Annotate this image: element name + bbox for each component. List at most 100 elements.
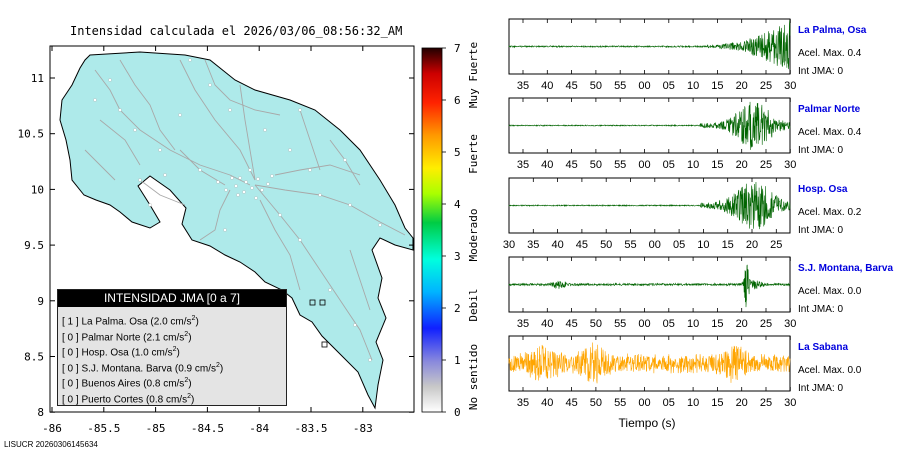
road-line (259, 199, 301, 291)
waveform-tick-label: 05 (663, 397, 675, 409)
waveform-tick-label: 30 (503, 239, 515, 251)
map-y-tick-label: 8.5 (24, 351, 44, 364)
town-marker (270, 174, 274, 178)
waveform-tick-label: 55 (614, 159, 626, 171)
costa-rica-landmass (59, 51, 414, 410)
waveform-tick-label: 25 (760, 397, 772, 409)
colorbar-tick-label: 0 (454, 406, 461, 419)
waveform-trace (508, 101, 791, 150)
road-line (199, 189, 231, 241)
waveform-tick-label: 55 (614, 318, 626, 330)
waveform-tick-label: 10 (687, 318, 699, 330)
colorbar-tick-label: 3 (454, 250, 461, 263)
waveform-tick-label: 05 (663, 159, 675, 171)
town-marker (254, 196, 258, 200)
jma-intensity: Int JMA: 0 (798, 383, 843, 394)
waveform-tick-label: 35 (517, 318, 529, 330)
jma-intensity: Int JMA: 0 (798, 304, 843, 315)
waveform-tick-label: 50 (590, 318, 602, 330)
waveform-tick-label: 15 (711, 80, 723, 92)
map-x-tick-label: -85.5 (87, 422, 120, 435)
station-name: Hosp. Osa (798, 184, 848, 195)
road-line (254, 184, 406, 236)
legend-entry: [ 1 ] La Palma. Osa (2.0 cm/s2) (62, 315, 199, 328)
station-name: La Palma, Osa (798, 25, 867, 36)
town-marker (353, 323, 357, 327)
map-x-tick-label: -83 (353, 422, 373, 435)
waveform-tick-label: 00 (649, 239, 661, 251)
town-marker (138, 178, 142, 182)
road-network (84, 59, 406, 361)
waveform-trace (508, 20, 791, 70)
colorbar-tick-label: 6 (454, 94, 461, 107)
road-line (239, 84, 256, 181)
map-y-tick-label: 11 (31, 72, 44, 85)
town-marker (216, 180, 220, 184)
town-marker (148, 203, 152, 207)
town-marker (224, 188, 228, 192)
waveform-panel: 35 40 45 50 55 00 05 10 15 20 25 30 La Palma, Osa Ace… (508, 18, 867, 92)
waveform-tick-label: 00 (638, 80, 650, 92)
town-marker (368, 358, 372, 362)
waveform-tick-label: 00 (638, 397, 650, 409)
footer-id: LISUCR 20260306145634 (4, 440, 98, 449)
town-marker (118, 108, 122, 112)
town-marker (234, 184, 238, 188)
map-y-tick-label: 8 (37, 406, 44, 419)
town-marker (178, 113, 182, 117)
waveform-xlabel: Tiempo (s) (619, 416, 676, 430)
town-marker (298, 108, 302, 112)
station-marker (319, 299, 326, 306)
town-marker (328, 288, 332, 292)
legend-list: [ 1 ] La Palma. Osa (2.0 cm/s2) [ 0 ] Pa… (58, 311, 286, 405)
waveform-tick-label: 10 (697, 239, 709, 251)
station-marker (321, 341, 328, 348)
town-marker (250, 186, 254, 190)
waveform-panel: 35 40 45 50 55 00 05 10 15 20 25 30 La Sabana Acel. M… (508, 335, 862, 409)
map-y-tick-label: 9 (37, 295, 44, 308)
road-line (299, 109, 321, 171)
map-y-tick-label: 10.5 (18, 128, 45, 141)
legend-entry: [ 0 ] Hosp. Osa (1.0 cm/s2) (62, 346, 180, 359)
intensity-legend: INTENSIDAD JMA [0 a 7] [ 1 ] La Palma. O… (57, 289, 287, 406)
station-name: La Sabana (798, 342, 848, 353)
waveform-tick-label: 40 (541, 80, 553, 92)
road-line (274, 164, 361, 176)
waveform-tick-label: 15 (711, 318, 723, 330)
legend-entry: [ 0 ] Palmar Norte (2.1 cm/s2) (62, 330, 192, 343)
station-marker (309, 299, 316, 306)
town-marker (278, 213, 282, 217)
waveform-tick-label: 20 (736, 80, 748, 92)
waveform-tick-label: 10 (687, 159, 699, 171)
waveform-tick-label: 25 (770, 239, 782, 251)
waveform-tick-label: 45 (565, 80, 577, 92)
waveform-tick-label: 25 (760, 80, 772, 92)
waveform-tick-label: 30 (784, 318, 796, 330)
jma-intensity: Int JMA: 0 (798, 66, 843, 77)
town-markers (93, 58, 382, 362)
colorbar-level-label: No sentido (467, 344, 480, 410)
colorbar-level-label: Debil (467, 288, 480, 321)
town-marker (343, 158, 347, 162)
town-marker (133, 128, 137, 132)
legend-entry: [ 0 ] Buenos Aires (0.8 cm/s2) (62, 377, 192, 390)
waveform-trace (508, 264, 791, 308)
town-marker (163, 173, 167, 177)
colorbar-level-label: Muy Fuerte (467, 42, 480, 108)
town-marker (318, 193, 322, 197)
town-marker (158, 148, 162, 152)
town-marker (238, 176, 242, 180)
town-marker (288, 148, 292, 152)
town-marker (93, 98, 97, 102)
waveform-tick-label: 55 (614, 80, 626, 92)
waveform-panel: 35 40 45 50 55 00 05 10 15 20 25 30 S.J. Montana, Ba… (508, 256, 893, 330)
waveform-tick-label: 05 (663, 80, 675, 92)
waveform-tick-label: 35 (517, 159, 529, 171)
waveform-tick-label: 45 (565, 397, 577, 409)
waveform-trace (508, 342, 791, 384)
road-line (349, 249, 371, 311)
waveform-tick-label: 45 (565, 159, 577, 171)
waveform-tick-label: 15 (711, 397, 723, 409)
